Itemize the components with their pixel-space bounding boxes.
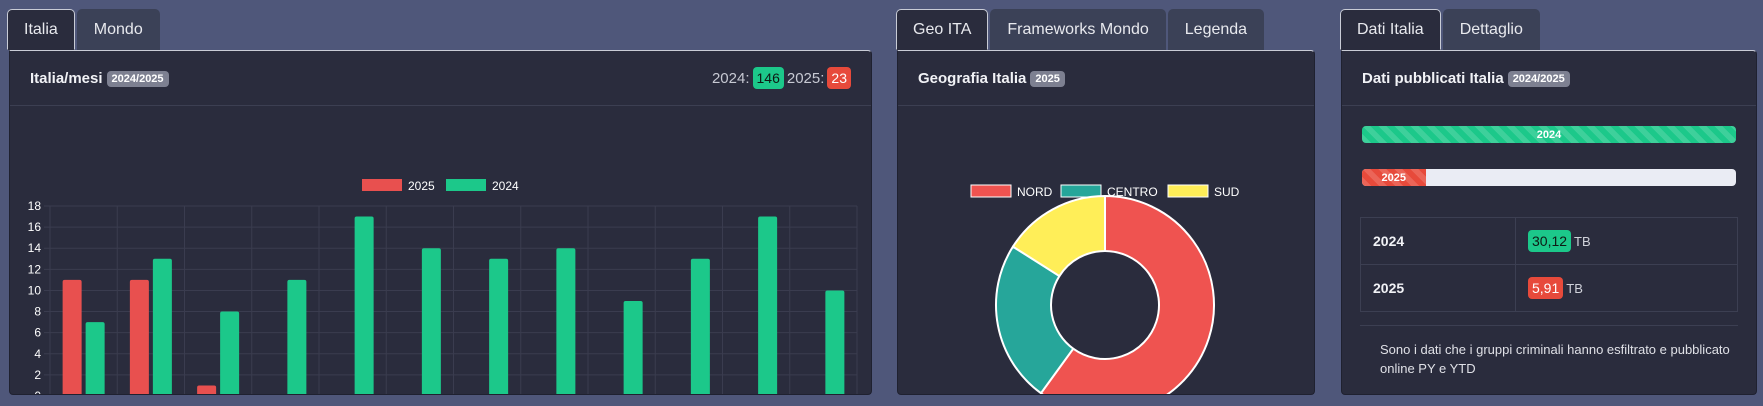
- value-cell: 30,12 TB: [1515, 217, 1738, 265]
- tab-geo-ita[interactable]: Geo ITA: [896, 9, 989, 50]
- value-badge: 5,91: [1528, 277, 1564, 299]
- legend-swatch: [446, 179, 486, 191]
- card-title: Italia/mesi 2024/2025: [30, 70, 169, 87]
- period-badge: 2024/2025: [106, 70, 169, 87]
- table-row: 2025 5,91 TB: [1360, 264, 1738, 312]
- period-badge: 2025: [1030, 70, 1065, 87]
- y-tick-label: 8: [34, 305, 41, 319]
- bar-2024-Mag: [354, 216, 374, 394]
- y-tick-label: 2: [34, 368, 41, 382]
- tab-dettaglio[interactable]: Dettaglio: [1442, 9, 1540, 50]
- bar-2024-Giu: [421, 248, 441, 394]
- legend-swatch: [1060, 184, 1102, 198]
- panel1-tabs: Italia Mondo: [7, 9, 162, 50]
- chart-legend: 2025 2024: [362, 179, 519, 193]
- count-2024-badge: 146: [752, 67, 784, 89]
- title-text: Italia/mesi: [30, 69, 103, 87]
- tab-dati-italia[interactable]: Dati Italia: [1340, 9, 1441, 50]
- period-badge: 2024/2025: [1507, 70, 1570, 87]
- italia-months-card: Italia/mesi 2024/2025 2024: 146 2025: 23 …: [9, 50, 872, 395]
- unit-label: TB: [1574, 234, 1591, 249]
- chart-legend: NORD CENTRO SUD: [970, 184, 1240, 199]
- y-tick-label: 12: [28, 262, 42, 276]
- bar-2024-Ott: [690, 258, 710, 394]
- tab-legenda[interactable]: Legenda: [1167, 9, 1265, 50]
- bar-2025-Mar: [197, 385, 217, 394]
- panel3-tabs: Dati Italia Dettaglio: [1340, 9, 1542, 50]
- data-table: 2024 30,12 TB 2025 5,91 TB: [1360, 217, 1738, 312]
- description-note: Sono i dati che i gruppi criminali hanno…: [1360, 325, 1738, 378]
- value-badge: 30,12: [1528, 230, 1572, 252]
- year-cell: 2025: [1360, 264, 1516, 312]
- legend-label: NORD: [1017, 185, 1053, 199]
- bar-2024-Feb: [152, 258, 172, 394]
- bar-2024-Mar: [220, 311, 240, 394]
- y-tick-label: 6: [34, 326, 41, 340]
- title-text: Geografia Italia: [918, 69, 1027, 87]
- bar-2025-Feb: [129, 279, 149, 394]
- legend-label: SUD: [1214, 185, 1240, 199]
- bar-2024-Apr: [287, 279, 307, 394]
- unit-label: TB: [1566, 281, 1583, 296]
- progress-2025-fill: 2025: [1362, 169, 1426, 186]
- panel2-tabs: Geo ITA Frameworks Mondo Legenda: [896, 9, 1266, 50]
- bar-2024-Dic: [825, 290, 845, 394]
- value-cell: 5,91 TB: [1515, 264, 1738, 312]
- slice-sud: [1011, 195, 1106, 278]
- bar-2025-Gen: [62, 279, 82, 394]
- card-title: Geografia Italia 2025: [918, 70, 1065, 87]
- card-title: Dati pubblicati Italia 2024/2025: [1362, 70, 1570, 87]
- monthly-bar-chart: 20252024024681012141618GenFebMarAprMagGi…: [28, 179, 858, 394]
- year-summary: 2024: 146 2025: 23: [712, 67, 851, 89]
- legend-swatch: [1167, 184, 1209, 198]
- slice-centro: [995, 245, 1075, 394]
- title-text: Dati pubblicati Italia: [1362, 69, 1504, 87]
- y-tick-label: 18: [28, 199, 42, 213]
- year-cell: 2024: [1360, 217, 1516, 265]
- geografia-card: Geografia Italia 2025 NORD CENTRO SUD: [897, 50, 1315, 395]
- bar-2024-Nov: [758, 216, 778, 394]
- progress-2024: 2024: [1362, 126, 1736, 143]
- bar-2024-Ago: [556, 248, 576, 394]
- bar-2024-Gen: [85, 322, 105, 394]
- geography-donut-chart: NORD CENTRO SUD: [970, 184, 1240, 394]
- tab-mondo[interactable]: Mondo: [76, 9, 160, 50]
- bar-2024-Set: [623, 301, 643, 394]
- y-tick-label: 16: [28, 220, 42, 234]
- legend-swatch: [970, 184, 1012, 198]
- tab-italia[interactable]: Italia: [7, 9, 75, 50]
- slice-nord: [1039, 195, 1215, 394]
- tab-frameworks-mondo[interactable]: Frameworks Mondo: [990, 9, 1166, 50]
- legend-label: 2025: [408, 179, 435, 193]
- bar-2024-Lug: [489, 258, 509, 394]
- dati-pubblicati-card: Dati pubblicati Italia 2024/2025 2024 202…: [1341, 50, 1757, 395]
- y-tick-label: 10: [28, 283, 42, 297]
- legend-swatch: [362, 179, 402, 191]
- y-tick-label: 4: [34, 347, 41, 361]
- progress-2025: 2025: [1362, 169, 1736, 186]
- table-row: 2024 30,12 TB: [1360, 217, 1738, 265]
- count-2025-badge: 23: [827, 67, 851, 89]
- legend-label: CENTRO: [1107, 185, 1158, 199]
- y-tick-label: 0: [34, 389, 41, 394]
- y-tick-label: 14: [28, 241, 42, 255]
- legend-label: 2024: [492, 179, 519, 193]
- progress-2024-fill: 2024: [1362, 126, 1736, 143]
- label-2024: 2024:: [711, 69, 750, 87]
- label-2025: 2025:: [786, 69, 825, 87]
